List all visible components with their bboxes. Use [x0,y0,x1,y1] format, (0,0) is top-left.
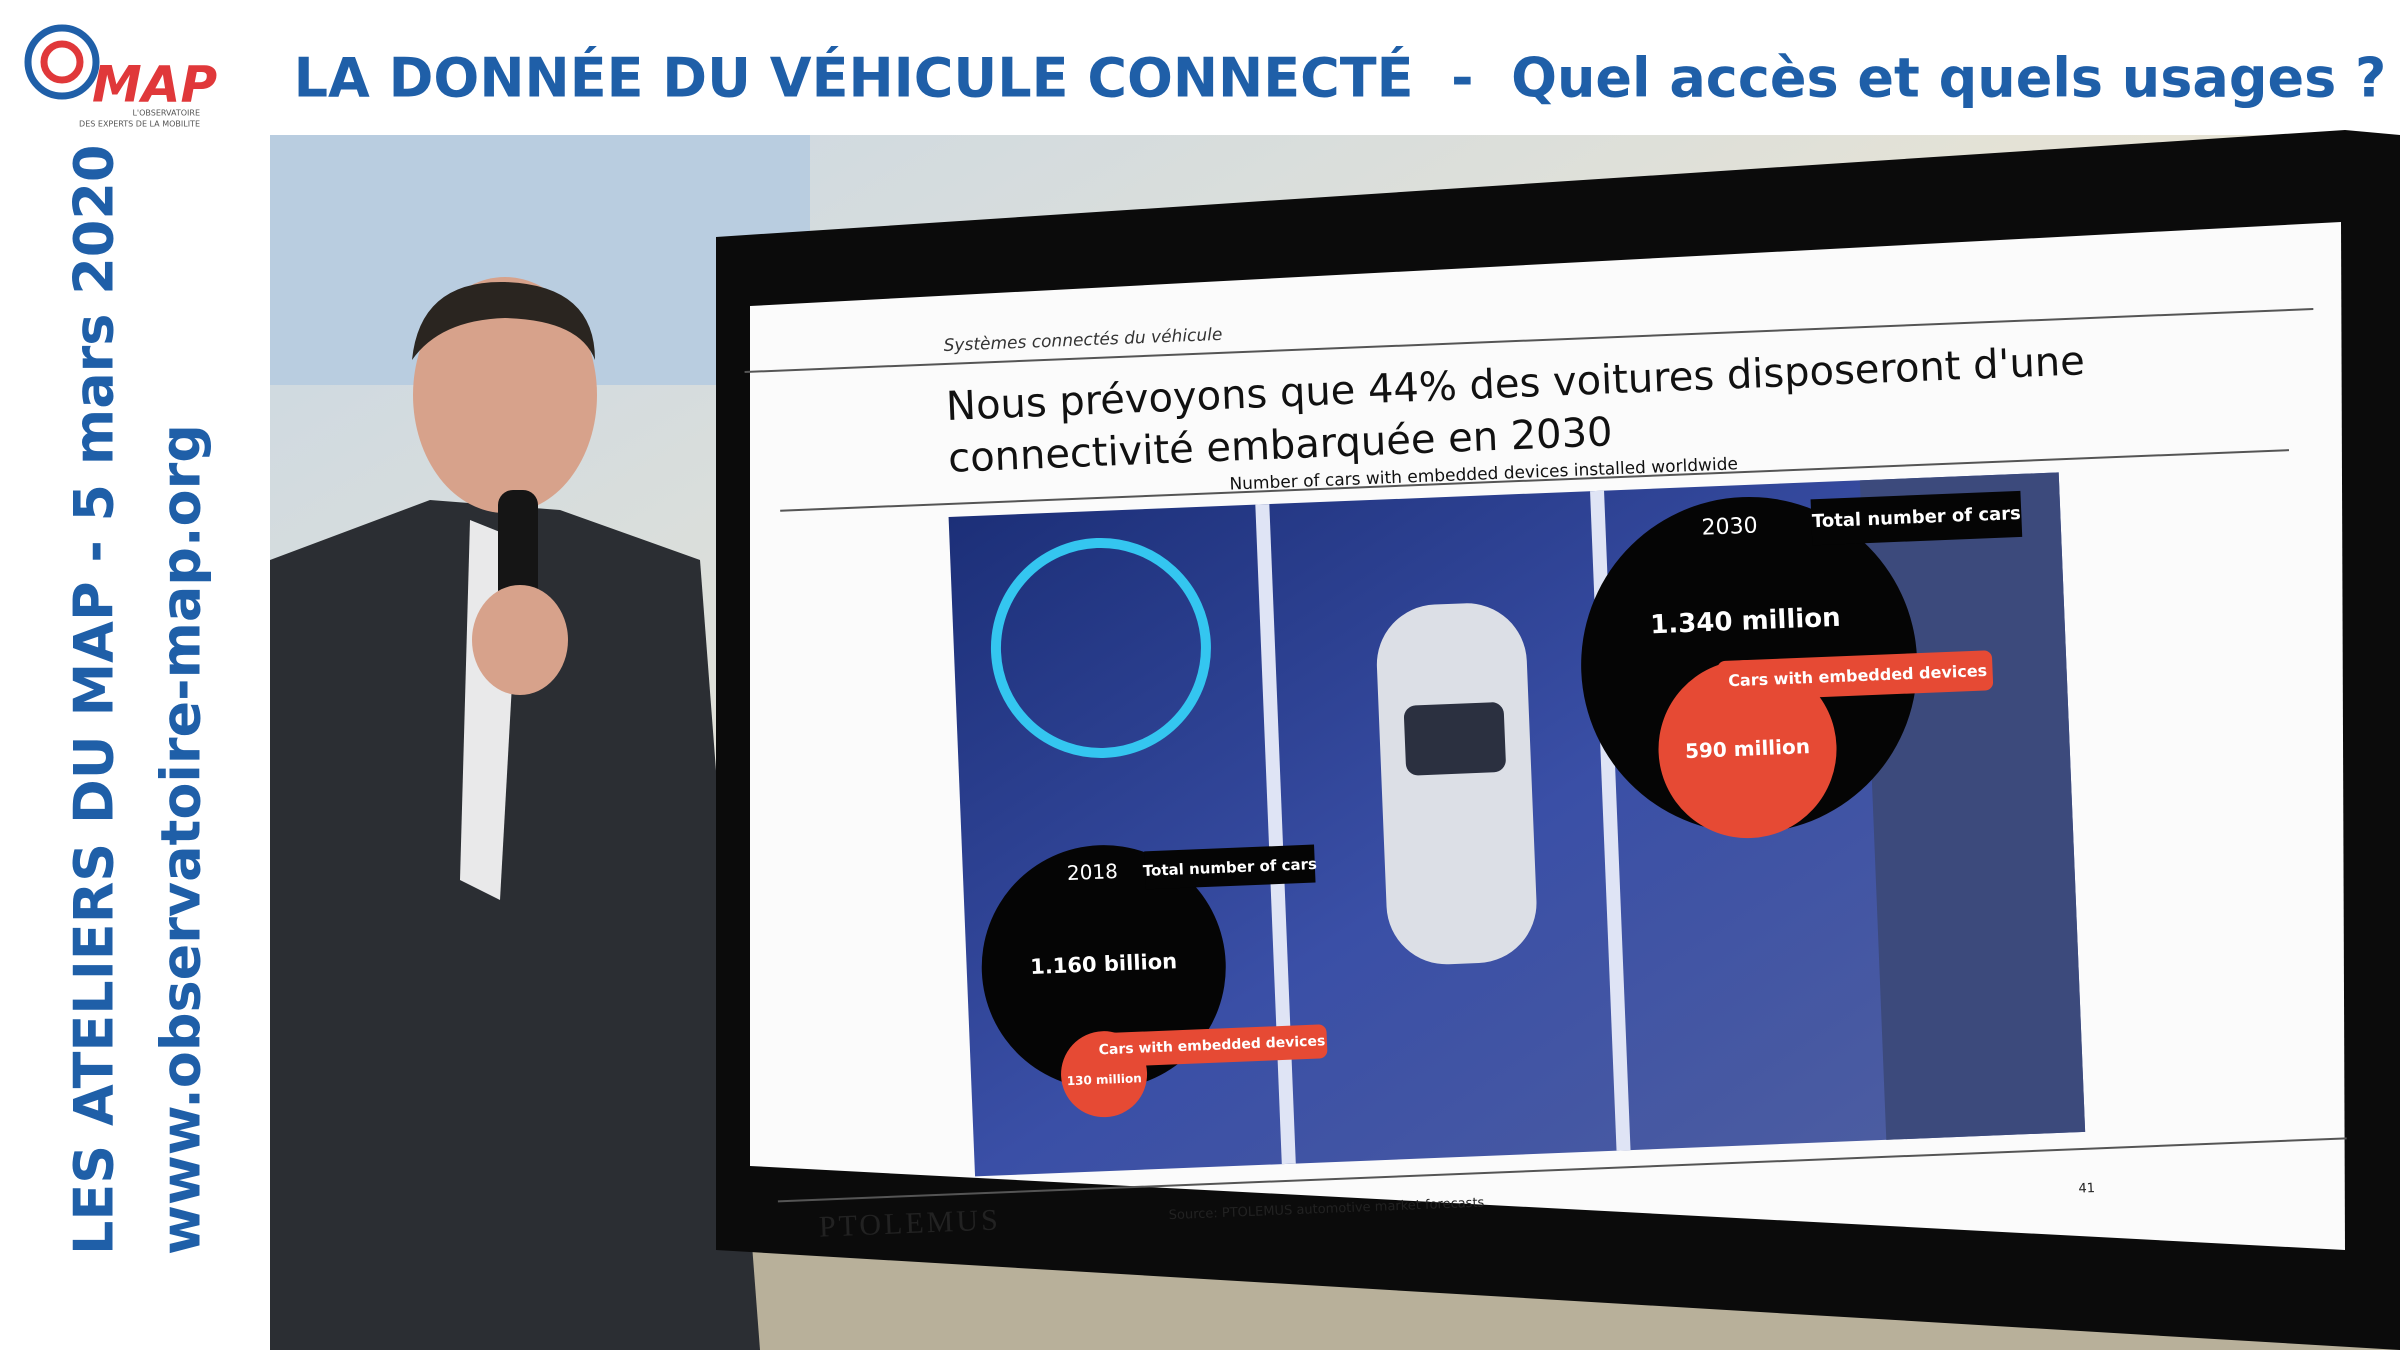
road-verge [1859,472,2086,1140]
person-hand [472,585,568,695]
hud-dial [990,537,1211,758]
header-title: LA DONNÉE DU VÉHICULE CONNECTÉ - Quel ac… [294,47,2387,110]
slide-page: 41 [2078,1181,2095,1197]
logo-ring [40,40,84,84]
label-box [1717,650,1994,701]
slide-rule [780,449,2290,512]
person-suit [270,500,760,1350]
slide-brand: PTOLEMUS [818,1203,1001,1243]
car [1376,603,1537,965]
label-box [1810,490,2023,546]
bubble-value: 1.160 billion [1030,949,1178,979]
bubble-year: 2030 [1701,514,1758,541]
logo: MAP L'OBSERVATOIRE DES EXPERTS DE LA MOB… [24,24,217,129]
logo-tagline: DES EXPERTS DE LA MOBILITE [79,120,200,129]
label-box [1086,1024,1328,1068]
slide-rule [777,1137,2347,1203]
bubble-embedded [1658,660,1837,839]
slide-content: Systèmes connectés du véhicule Nous prév… [744,308,2347,1244]
logo-tagline: L'OBSERVATOIRE [132,109,200,118]
bubble-value: 590 million [1685,734,1811,763]
bubble-value: 130 million [1067,1071,1142,1088]
person-hair [412,281,595,360]
person-head [413,277,597,513]
slide-rule [744,308,2314,374]
logo-name: MAP [92,56,217,114]
car-window [1403,702,1506,776]
road-line [1255,504,1296,1165]
label-box [1144,844,1316,890]
bubble-total [981,845,1226,1090]
logo-ring [24,24,100,100]
bubble-year: 2018 [1066,859,1118,885]
sidebar-event: LES ATELIERS DU MAP - 5 mars 2020 [63,144,126,1255]
sidebar-website: www.observatoire-map.org [150,424,213,1255]
